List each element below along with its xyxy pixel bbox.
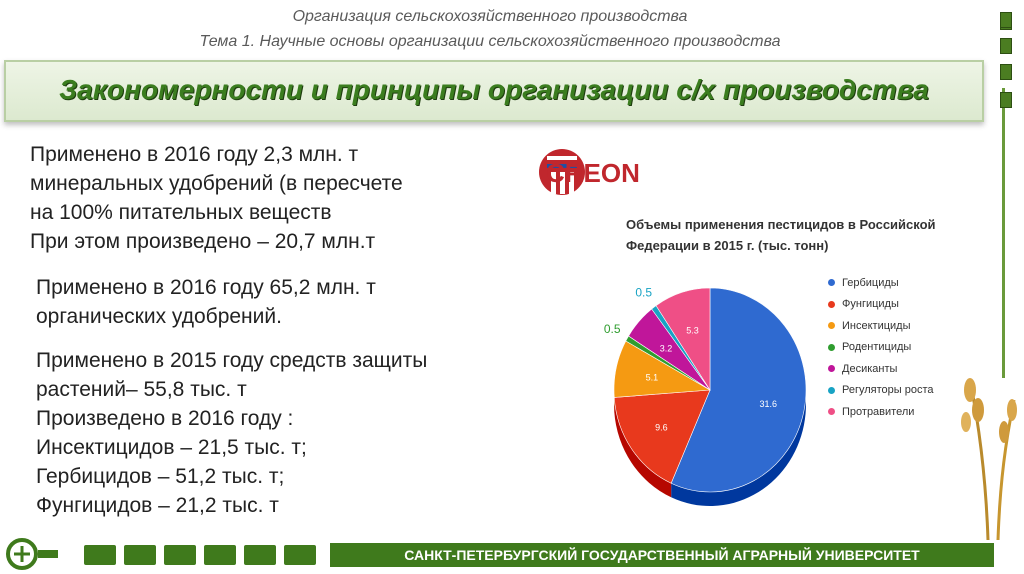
university-name-bar: САНКТ-ПЕТЕРБУРГСКИЙ ГОСУДАРСТВЕННЫЙ АГРА… xyxy=(330,543,994,567)
text-line: Применено в 2015 году средств защиты xyxy=(36,349,428,372)
footer-square xyxy=(244,545,276,565)
text-line: Фунгицидов – 21,2 тыс. т xyxy=(36,494,279,517)
chart-legend: Гербициды Фунгициды Инсектициды Родентициды… xyxy=(828,272,934,423)
slide-title-bar: Закономерности и принципы организации с/… xyxy=(4,60,984,122)
text-line: органических удобрений. xyxy=(36,305,282,328)
text-block-pesticides: Применено в 2015 году средств защиты рас… xyxy=(36,346,427,520)
legend-item: Фунгициды xyxy=(828,294,934,316)
legend-label: Родентициды xyxy=(842,341,912,354)
legend-item: Протравители xyxy=(828,401,934,423)
legend-swatch xyxy=(828,279,835,287)
university-logo-icon xyxy=(6,538,58,570)
course-title: Организация сельскохозяйственного произв… xyxy=(292,8,688,25)
nav-square xyxy=(1000,92,1012,108)
pie-value-label: 31.6 xyxy=(759,399,777,409)
legend-label: Фунгициды xyxy=(842,298,899,311)
text-line: При этом произведено – 20,7 млн.т xyxy=(30,230,376,253)
text-line: Применено в 2016 году 2,3 млн. т xyxy=(30,143,359,166)
chart-title: Объемы применения пестицидов в Российско… xyxy=(626,217,936,253)
legend-label: Инсектициды xyxy=(842,319,911,332)
legend-label: Десиканты xyxy=(842,362,898,375)
legend-swatch xyxy=(828,300,835,308)
legend-swatch xyxy=(828,322,835,330)
right-divider xyxy=(1002,88,1005,378)
legend-label: Регуляторы роста xyxy=(842,384,934,397)
legend-item: Родентициды xyxy=(828,337,934,359)
text-block-mineral: Применено в 2016 году 2,3 млн. т минерал… xyxy=(30,140,403,256)
pesticide-pie-chart: 31.6 9.6 5.1 0.5 3.2 0.5 5.3 xyxy=(604,285,807,506)
text-line: минеральных удобрений (в пересчете xyxy=(30,172,403,195)
legend-item: Десиканты xyxy=(828,358,934,380)
creon-logo-icon xyxy=(539,149,585,195)
legend-swatch xyxy=(828,343,835,351)
text-line: на 100% питательных веществ xyxy=(30,201,332,224)
legend-label: Протравители xyxy=(842,405,915,418)
legend-swatch xyxy=(828,365,835,373)
text-line: Применено в 2016 году 65,2 млн. т xyxy=(36,276,376,299)
footer-square xyxy=(84,545,116,565)
pie-slice-0 xyxy=(670,287,807,493)
wheat-icon xyxy=(961,378,1017,540)
legend-item: Гербициды xyxy=(828,272,934,294)
topic-title: Тема 1. Научные основы организации сельс… xyxy=(199,33,781,50)
legend-label: Гербициды xyxy=(842,276,899,289)
nav-square xyxy=(1000,12,1012,28)
pie-slice-6 xyxy=(655,287,711,392)
nav-square xyxy=(1000,38,1012,54)
pie-value-label: 5.3 xyxy=(686,326,699,336)
pie-value-label: 3.2 xyxy=(660,343,673,353)
text-block-organic: Применено в 2016 году 65,2 млн. т органи… xyxy=(36,273,376,331)
legend-swatch xyxy=(828,386,835,394)
legend-item: Регуляторы роста xyxy=(828,380,934,402)
footer-square xyxy=(204,545,236,565)
footer-square xyxy=(124,545,156,565)
legend-item: Инсектициды xyxy=(828,315,934,337)
text-line: Инсектицидов – 21,5 тыс. т; xyxy=(36,436,307,459)
legend-swatch xyxy=(828,408,835,416)
pie-value-label: 9.6 xyxy=(655,422,668,432)
nav-square xyxy=(1000,64,1012,80)
pie-value-label: 0.5 xyxy=(635,285,652,299)
creon-logo-text: CREON xyxy=(546,158,640,188)
pie-slice-side xyxy=(614,397,672,498)
footer-square xyxy=(164,545,196,565)
text-line: растений– 55,8 тыс. т xyxy=(36,378,247,401)
footer-square xyxy=(284,545,316,565)
text-line: Гербицидов – 51,2 тыс. т; xyxy=(36,465,285,488)
text-line: Произведено в 2016 году : xyxy=(36,407,294,430)
pie-value-label: 5.1 xyxy=(646,373,659,383)
pie-slice-1 xyxy=(613,389,711,484)
slide-title: Закономерности и принципы организации с/… xyxy=(59,74,929,105)
pie-value-label: 0.5 xyxy=(604,322,621,336)
